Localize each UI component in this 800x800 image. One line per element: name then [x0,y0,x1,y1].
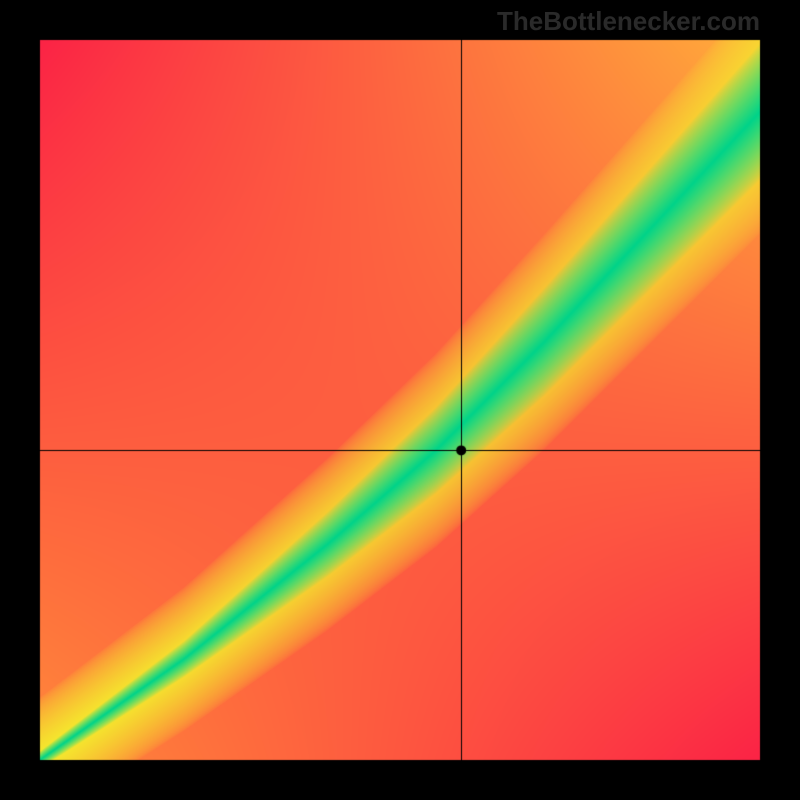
chart-stage: TheBottlenecker.com [0,0,800,800]
bottleneck-heatmap-canvas [0,0,800,800]
